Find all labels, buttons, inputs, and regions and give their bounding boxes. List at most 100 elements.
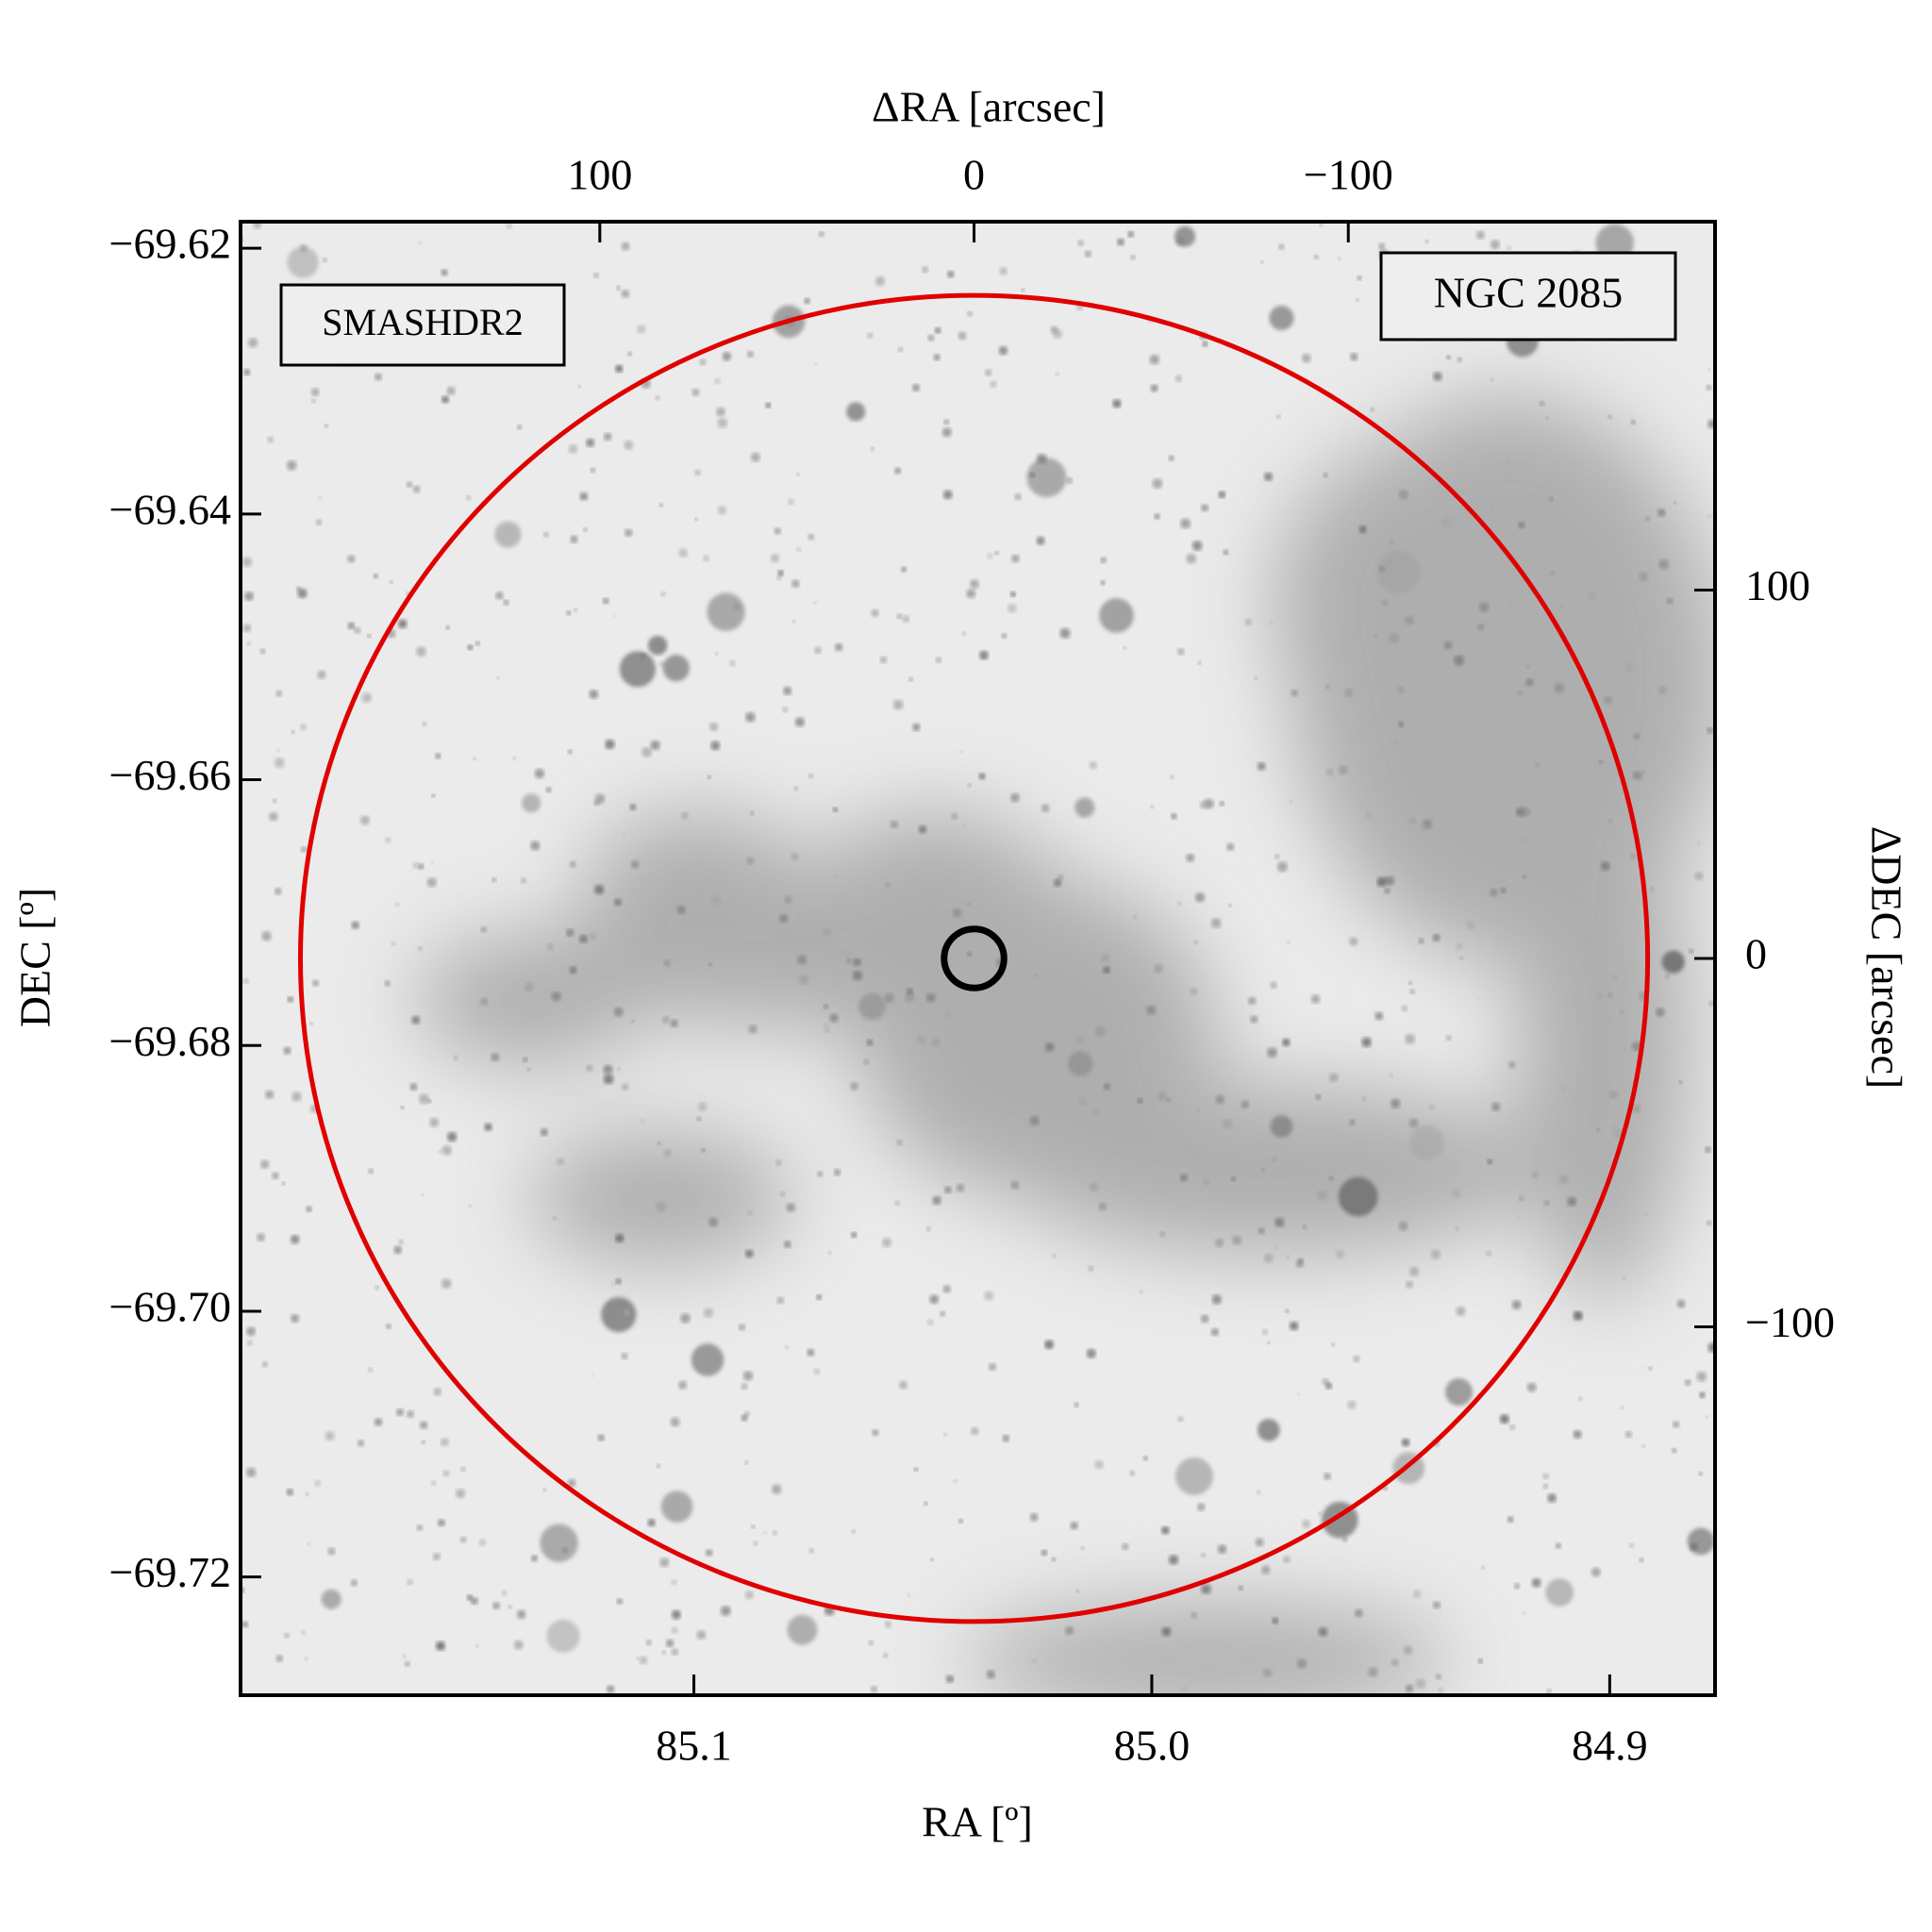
star [621,242,630,251]
star [670,1019,678,1027]
star [750,810,755,816]
star [1051,1557,1057,1562]
star [783,686,792,695]
star [1666,597,1674,605]
star [397,619,408,629]
star [647,635,668,656]
star [1011,554,1020,563]
star [1222,1119,1233,1129]
star [1534,762,1540,768]
star [459,1536,467,1543]
star [1445,1035,1452,1041]
star [546,1619,580,1653]
star [441,395,449,404]
star [1508,1424,1516,1431]
star [742,1371,754,1381]
star [429,1117,440,1127]
star [773,1530,777,1536]
star [890,820,898,829]
star [814,646,822,655]
star [744,1460,749,1465]
star [321,1589,341,1609]
star [411,1015,421,1024]
star [1506,245,1512,251]
star [1316,1190,1327,1201]
star [717,417,728,428]
star [613,1007,624,1017]
star [422,722,427,726]
star [927,334,935,341]
star [1669,611,1673,615]
star [416,646,426,658]
star [1398,490,1408,500]
star [1432,934,1441,942]
star [385,837,391,843]
star [1595,1127,1600,1132]
star [1523,1611,1526,1615]
star [274,758,285,768]
star [696,1630,707,1640]
star [242,1621,249,1628]
star [492,1602,500,1609]
star [569,860,576,868]
star [940,1310,946,1317]
star [1452,1189,1461,1198]
star [661,1650,666,1655]
star [1397,686,1405,694]
star [1007,604,1017,613]
star [426,877,437,888]
star [714,652,719,656]
star [932,1038,941,1047]
star [246,641,251,646]
star [979,650,989,660]
star [808,1548,814,1554]
star [305,1491,309,1496]
annotation-box [279,283,566,367]
star [491,877,497,883]
y-tick-label: −69.62 [109,220,231,268]
star [445,625,450,630]
star [1657,508,1666,517]
star [624,1308,631,1316]
star [1408,981,1412,985]
star [691,388,700,396]
star [1257,1227,1265,1235]
star [1443,641,1453,650]
star [418,241,422,244]
star [1065,476,1074,485]
star [1009,591,1016,597]
star [367,695,371,700]
star [1296,1392,1301,1396]
star [655,395,660,401]
star [1699,1391,1706,1398]
star [1099,598,1134,633]
star [970,579,979,590]
star [1381,599,1389,607]
annotation-box [1379,251,1677,341]
star [521,877,526,884]
x2-tick-label: 0 [963,151,985,199]
star [1201,1584,1211,1594]
star [779,914,789,924]
star [1604,695,1612,705]
star [1310,994,1321,1004]
star [943,419,949,425]
star [1031,1658,1037,1663]
star [1127,230,1135,238]
star [905,992,914,1003]
star [999,267,1008,275]
star [1475,230,1485,240]
circle-region [941,925,1008,991]
x2-axis-label: ΔRA [arcsec] [872,83,1106,131]
star [1077,240,1084,246]
star [785,1345,789,1350]
star [480,926,487,933]
star [1338,1176,1378,1217]
star [262,1361,268,1368]
star [1657,686,1667,694]
star [1223,549,1229,556]
star [435,1641,445,1651]
star [304,1657,308,1661]
star [1707,726,1714,734]
star [1140,1290,1143,1293]
